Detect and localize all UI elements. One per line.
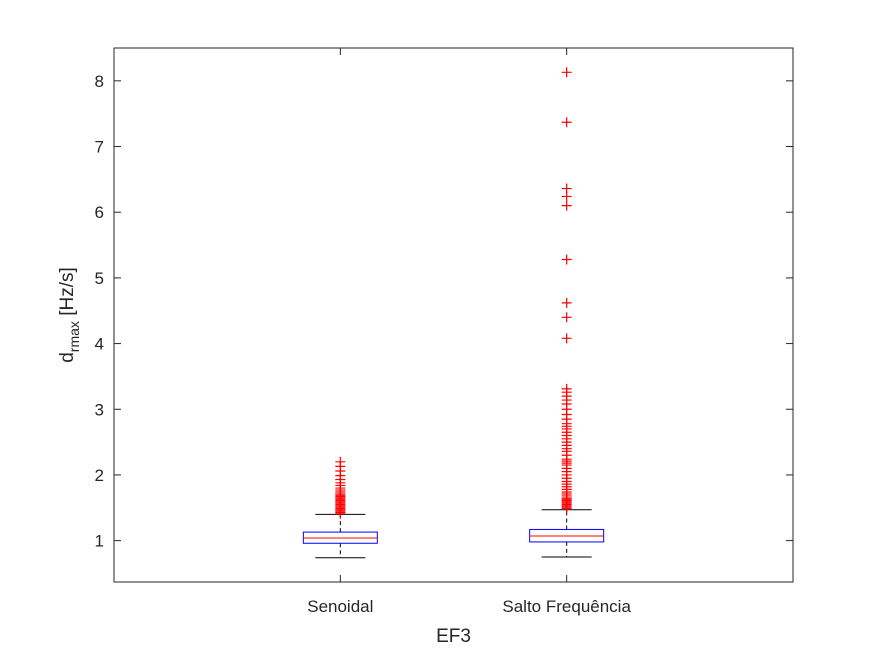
outlier-marker — [561, 183, 572, 194]
y-tick-label: 6 — [95, 203, 104, 222]
y-tick-label: 5 — [95, 269, 104, 288]
outlier-marker — [561, 312, 572, 323]
outlier-marker — [561, 254, 572, 265]
y-tick-label: 2 — [95, 466, 104, 485]
outlier-marker — [561, 117, 572, 128]
y-tick-label: 7 — [95, 138, 104, 157]
outlier-marker — [335, 456, 346, 467]
outlier-marker — [561, 297, 572, 308]
outlier-marker — [561, 200, 572, 211]
box-group — [302, 456, 378, 559]
y-tick-label: 3 — [95, 400, 104, 419]
y-axis-label: drmax [Hz/s] — [57, 267, 82, 363]
y-tick-label: 8 — [95, 72, 104, 91]
boxes-layer — [302, 67, 605, 559]
y-axis-label-unit: [Hz/s] — [57, 267, 78, 321]
outlier-marker — [561, 383, 572, 394]
outlier-marker — [561, 67, 572, 78]
x-tick-label: Senoidal — [307, 597, 373, 616]
x-axis-label: EF3 — [436, 626, 471, 647]
plot-background — [114, 48, 793, 582]
y-tick-label: 1 — [95, 532, 104, 551]
y-tick-label: 4 — [95, 335, 104, 354]
y-axis-label-subscript: rmax — [66, 321, 82, 352]
box-group — [529, 67, 605, 558]
plot-frame — [113, 47, 794, 583]
ticks-layer — [114, 48, 793, 582]
x-tick-label: Salto Frequência — [502, 597, 631, 616]
labels-layer: 1 2 3 4 5 6 7 8 Senoidal Salto Frequência — [95, 72, 632, 616]
outlier-marker — [561, 333, 572, 344]
y-axis-label-main: d — [57, 352, 78, 363]
